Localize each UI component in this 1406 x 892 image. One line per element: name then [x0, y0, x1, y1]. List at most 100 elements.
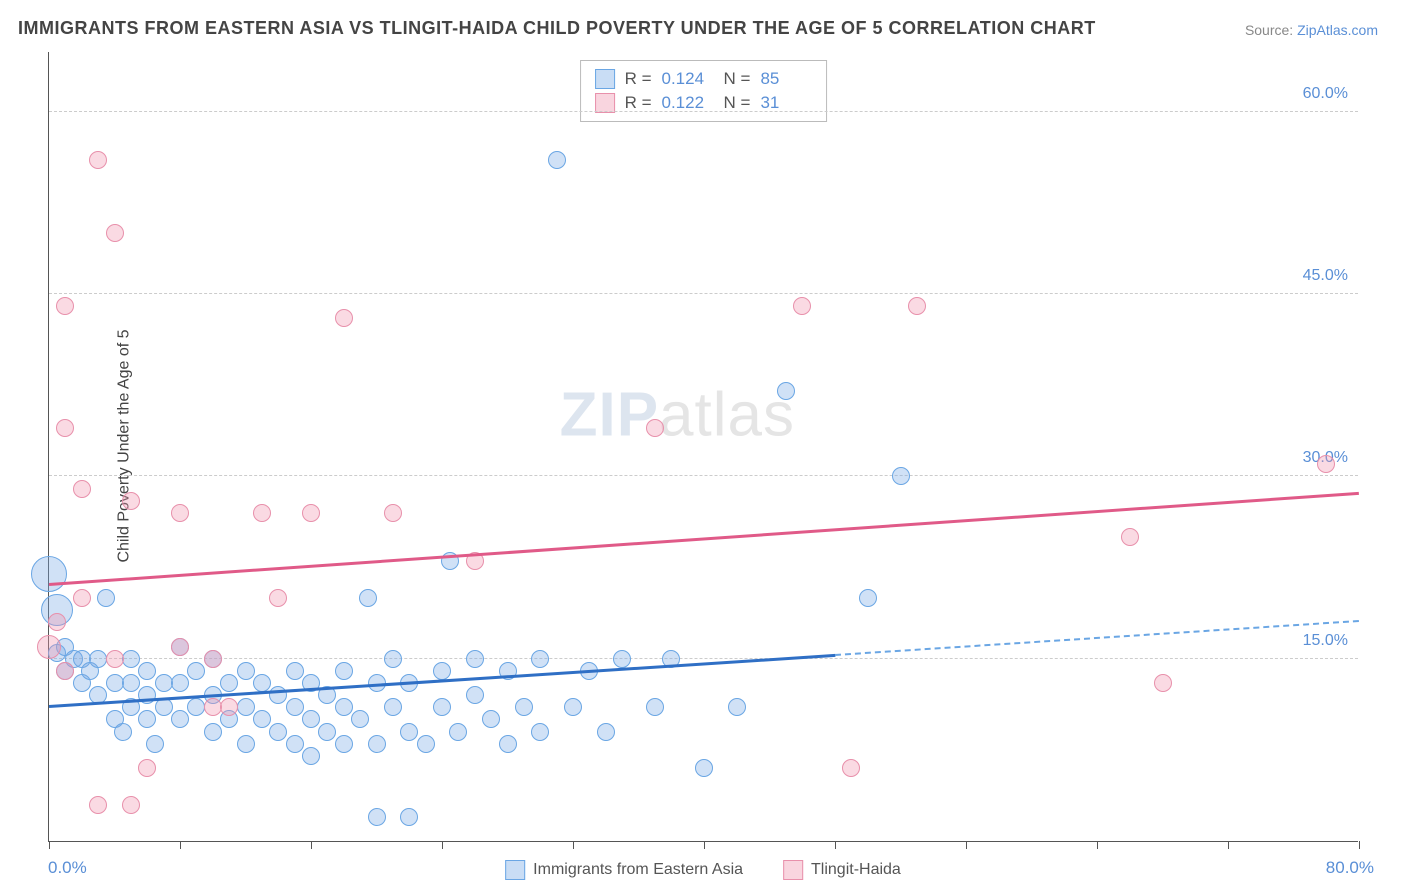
watermark-zip: ZIP: [560, 380, 659, 449]
scatter-point: [187, 662, 205, 680]
x-tick: [573, 841, 574, 849]
scatter-point: [433, 662, 451, 680]
gridline: [49, 293, 1358, 294]
scatter-point: [368, 735, 386, 753]
scatter-point: [269, 589, 287, 607]
scatter-point: [286, 698, 304, 716]
plot-area: ZIPatlas R = 0.124 N = 85 R = 0.122 N = …: [48, 52, 1358, 842]
scatter-point: [56, 419, 74, 437]
scatter-point: [793, 297, 811, 315]
scatter-point: [384, 698, 402, 716]
scatter-point: [359, 589, 377, 607]
scatter-point: [138, 759, 156, 777]
x-tick: [1228, 841, 1229, 849]
scatter-point: [237, 698, 255, 716]
scatter-point: [253, 710, 271, 728]
source-prefix: Source:: [1245, 22, 1297, 38]
scatter-point: [204, 723, 222, 741]
scatter-point: [171, 504, 189, 522]
x-tick: [1097, 841, 1098, 849]
scatter-point: [114, 723, 132, 741]
scatter-point: [269, 723, 287, 741]
scatter-point: [89, 796, 107, 814]
swatch-series-0: [505, 860, 525, 880]
scatter-point: [842, 759, 860, 777]
trend-line: [49, 492, 1359, 586]
scatter-point: [1317, 455, 1335, 473]
scatter-point: [122, 650, 140, 668]
scatter-point: [466, 650, 484, 668]
scatter-point: [908, 297, 926, 315]
watermark-atlas: atlas: [659, 380, 795, 449]
scatter-point: [89, 650, 107, 668]
x-tick: [49, 841, 50, 849]
scatter-point: [613, 650, 631, 668]
scatter-point: [204, 698, 222, 716]
legend-label-series-1: Tlingit-Haida: [811, 861, 901, 879]
x-tick: [311, 841, 312, 849]
scatter-point: [106, 650, 124, 668]
scatter-point: [253, 674, 271, 692]
scatter-point: [499, 735, 517, 753]
scatter-point: [171, 710, 189, 728]
scatter-point: [417, 735, 435, 753]
source-link[interactable]: ZipAtlas.com: [1297, 22, 1378, 38]
scatter-point: [31, 556, 67, 592]
scatter-point: [531, 723, 549, 741]
scatter-point: [106, 224, 124, 242]
scatter-point: [335, 309, 353, 327]
scatter-point: [302, 747, 320, 765]
y-tick-label: 15.0%: [1303, 632, 1348, 650]
scatter-point: [335, 698, 353, 716]
trend-line: [835, 620, 1359, 656]
scatter-point: [318, 723, 336, 741]
scatter-point: [187, 698, 205, 716]
scatter-point: [433, 698, 451, 716]
scatter-point: [237, 735, 255, 753]
scatter-point: [97, 589, 115, 607]
scatter-point: [155, 674, 173, 692]
scatter-point: [646, 698, 664, 716]
scatter-point: [859, 589, 877, 607]
scatter-point: [384, 650, 402, 668]
x-tick: [835, 841, 836, 849]
n-label-0: N =: [724, 69, 751, 89]
r-label-0: R =: [625, 69, 652, 89]
legend-item-series-1: Tlingit-Haida: [783, 860, 901, 880]
scatter-point: [1154, 674, 1172, 692]
scatter-point: [482, 710, 500, 728]
x-tick: [442, 841, 443, 849]
y-tick-label: 60.0%: [1303, 85, 1348, 103]
scatter-point: [138, 710, 156, 728]
source-attribution: Source: ZipAtlas.com: [1245, 22, 1378, 38]
scatter-point: [220, 698, 238, 716]
scatter-point: [335, 662, 353, 680]
scatter-point: [646, 419, 664, 437]
scatter-point: [466, 686, 484, 704]
scatter-point: [138, 662, 156, 680]
scatter-point: [892, 467, 910, 485]
scatter-point: [37, 635, 61, 659]
scatter-point: [73, 589, 91, 607]
gridline: [49, 475, 1358, 476]
scatter-point: [728, 698, 746, 716]
scatter-point: [204, 650, 222, 668]
stats-row-series-0: R = 0.124 N = 85: [595, 67, 813, 91]
r-value-0: 0.124: [662, 69, 714, 89]
scatter-point: [335, 735, 353, 753]
scatter-point: [286, 662, 304, 680]
scatter-point: [106, 674, 124, 692]
scatter-point: [548, 151, 566, 169]
scatter-point: [122, 492, 140, 510]
scatter-point: [564, 698, 582, 716]
scatter-point: [351, 710, 369, 728]
scatter-point: [89, 151, 107, 169]
y-tick-label: 45.0%: [1303, 267, 1348, 285]
scatter-point: [400, 723, 418, 741]
scatter-point: [597, 723, 615, 741]
scatter-point: [73, 480, 91, 498]
legend-label-series-0: Immigrants from Eastern Asia: [533, 861, 743, 879]
scatter-point: [56, 297, 74, 315]
x-tick: [1359, 841, 1360, 849]
gridline: [49, 111, 1358, 112]
